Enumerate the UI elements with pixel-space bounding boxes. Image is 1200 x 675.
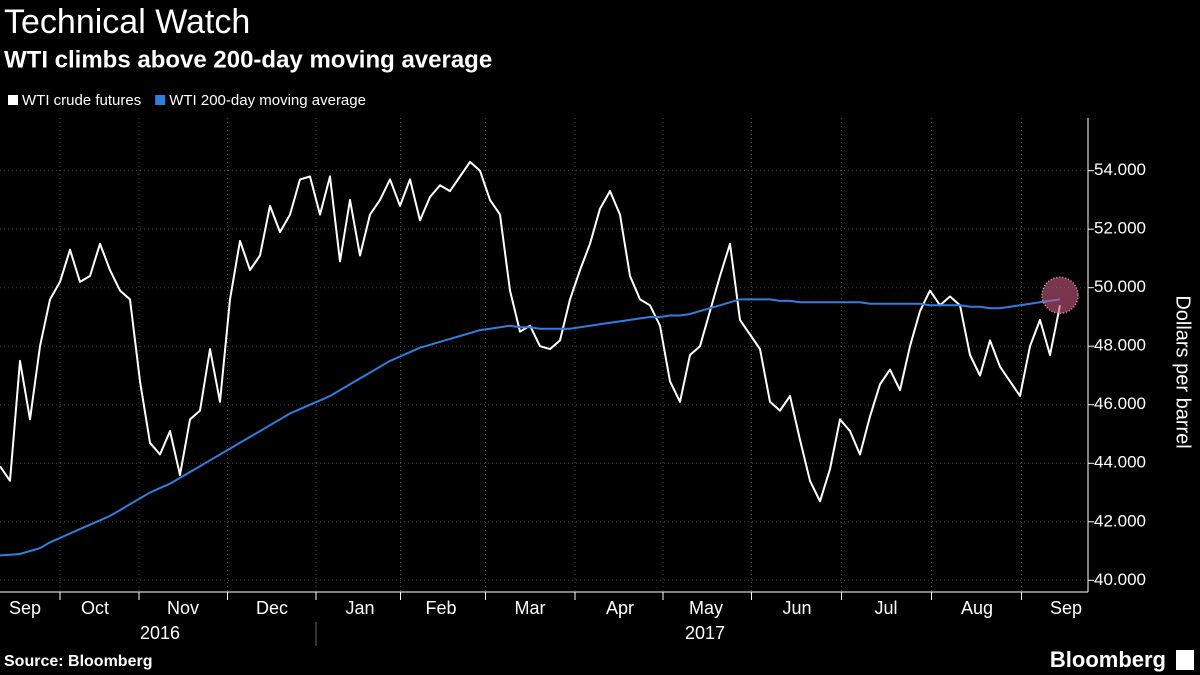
series-line — [0, 298, 1061, 557]
x-tick-label: Jun — [782, 598, 811, 618]
x-tick-label: Aug — [961, 598, 993, 618]
brand: Bloomberg — [1050, 647, 1166, 672]
legend-label: WTI crude futures — [22, 92, 141, 109]
x-tick-label: Jul — [874, 598, 897, 618]
y-tick-label: 48.000 — [1094, 336, 1146, 355]
x-tick-label: Sep — [9, 598, 41, 618]
y-tick-label: 46.000 — [1094, 394, 1146, 413]
y-tick-label: 42.000 — [1094, 511, 1146, 530]
year-label: 2016 — [140, 623, 180, 643]
x-tick-label: Oct — [81, 598, 109, 618]
source: Source: Bloomberg — [4, 653, 152, 670]
x-tick-label: Sep — [1050, 598, 1082, 618]
brand-icon — [1176, 650, 1194, 670]
legend-swatch — [8, 95, 18, 105]
legend-label: WTI 200-day moving average — [169, 92, 366, 109]
y-tick-label: 52.000 — [1094, 219, 1146, 238]
y-tick-label: 44.000 — [1094, 453, 1146, 472]
y-tick-label: 50.000 — [1094, 277, 1146, 296]
chart-subtitle: WTI climbs above 200-day moving average — [4, 46, 492, 73]
x-tick-label: May — [689, 598, 723, 618]
x-tick-label: Nov — [167, 598, 199, 618]
x-tick-label: Dec — [256, 598, 288, 618]
series-line — [0, 160, 1061, 503]
chart-title: Technical Watch — [4, 3, 250, 41]
x-tick-label: Mar — [515, 598, 546, 618]
y-axis-label: Dollars per barrel — [1172, 295, 1194, 448]
x-tick-label: Feb — [425, 598, 456, 618]
legend-swatch — [155, 95, 166, 105]
x-tick-label: Jan — [345, 598, 374, 618]
y-tick-label: 40.000 — [1094, 570, 1146, 589]
year-label: 2017 — [685, 623, 725, 643]
highlight — [1041, 276, 1079, 315]
x-tick-label: Apr — [606, 598, 634, 618]
y-tick-label: 54.000 — [1094, 160, 1146, 179]
